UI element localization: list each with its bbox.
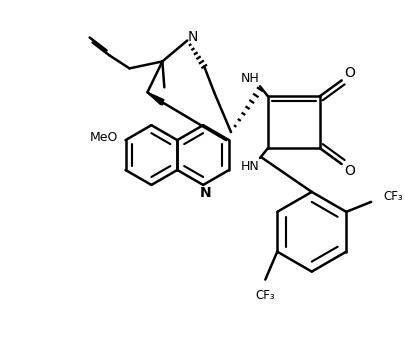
Text: CF₃: CF₃ <box>383 190 403 203</box>
Text: CF₃: CF₃ <box>255 289 275 302</box>
Text: O: O <box>344 66 355 80</box>
Text: N: N <box>188 30 198 44</box>
Text: HN: HN <box>241 159 259 172</box>
Text: NH: NH <box>241 72 259 85</box>
Text: N: N <box>199 186 211 200</box>
Text: O: O <box>344 164 355 178</box>
Text: MeO: MeO <box>89 131 118 143</box>
Polygon shape <box>147 92 164 105</box>
